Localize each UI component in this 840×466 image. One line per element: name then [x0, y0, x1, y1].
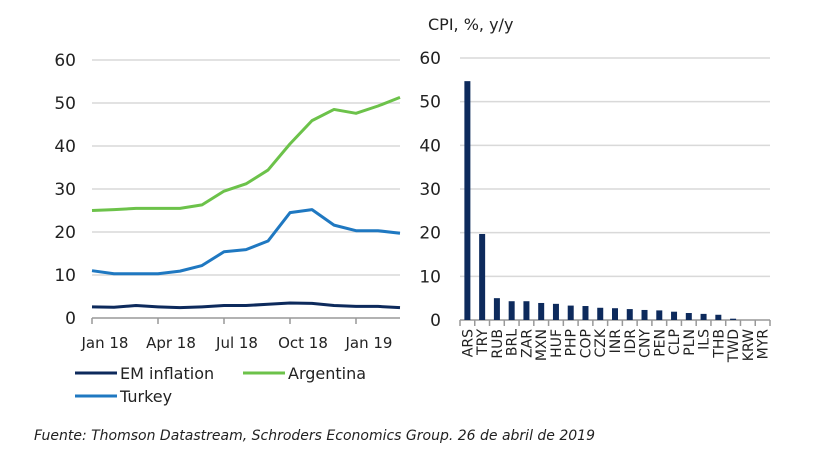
- legend-label: EM inflation: [120, 364, 214, 383]
- bar-inr: [612, 308, 618, 320]
- x-tick-label: IDR: [623, 329, 639, 354]
- bar-thb: [715, 314, 722, 320]
- source-note: Fuente: Thomson Datastream, Schroders Ec…: [34, 428, 595, 444]
- x-tick-label: PHP: [564, 329, 580, 356]
- x-tick-label: HUF: [549, 329, 565, 358]
- y-tick-label: 20: [54, 223, 76, 243]
- x-tick-label: BRL: [505, 329, 521, 356]
- x-tick-label: TRY: [475, 329, 491, 356]
- x-tick-label: CLP: [667, 329, 683, 355]
- series-line-argentina: [91, 96, 401, 212]
- x-tick-label: CZK: [593, 328, 609, 357]
- bar-twd: [730, 318, 737, 320]
- bar-cny: [641, 309, 648, 320]
- x-tick-label: CNY: [638, 329, 654, 358]
- x-tick-label: INR: [608, 329, 624, 354]
- y-tick-label: 0: [430, 311, 441, 331]
- x-tick-label: PEN: [652, 329, 668, 357]
- x-tick-label: THB: [711, 329, 727, 359]
- series-line-em-inflation: [91, 301, 401, 310]
- y-tick-label: 40: [54, 137, 76, 157]
- y-tick-label: 0: [65, 309, 76, 329]
- x-tick-label: TWD: [726, 329, 742, 363]
- y-tick-label: 10: [420, 267, 441, 287]
- x-tick-label: RUB: [490, 329, 506, 359]
- bar-pen: [656, 310, 663, 320]
- x-tick-label: Jul 18: [215, 334, 258, 352]
- legend-label: Argentina: [288, 364, 366, 383]
- series-line-turkey: [91, 208, 401, 276]
- y-tick-label: 60: [54, 51, 76, 71]
- x-tick-label: MXN: [534, 329, 550, 361]
- x-tick-label: Apr 18: [146, 334, 196, 352]
- bar-chart: CPI, %, y/y0102030405060ARSTRYRUBBRLZARM…: [420, 15, 772, 363]
- bar-php: [567, 305, 574, 320]
- x-tick-label: KRW: [741, 329, 757, 361]
- y-tick-label: 30: [54, 180, 76, 200]
- y-tick-label: 50: [54, 94, 76, 114]
- x-tick-label: COP: [578, 329, 594, 358]
- x-tick-label: MYR: [756, 329, 772, 360]
- y-tick-label: 10: [54, 266, 76, 286]
- bar-pln: [685, 313, 692, 320]
- bar-clp: [671, 311, 678, 320]
- x-tick-label: Jan 19: [345, 334, 393, 352]
- x-tick-label: Oct 18: [278, 334, 328, 352]
- bar-try: [479, 233, 486, 320]
- bar-idr: [626, 309, 633, 320]
- y-tick-label: 60: [420, 49, 441, 69]
- line-chart: 0 10 20 30 40 50 60 Jan 18 Apr 18 Jul 18 Oct 18 Jan…: [54, 51, 401, 406]
- bar-brl: [508, 301, 515, 320]
- bar-czk: [597, 307, 604, 320]
- x-tick-label: ILS: [697, 329, 713, 350]
- x-tick-label: ARS: [460, 329, 476, 357]
- y-tick-label: 40: [420, 136, 441, 156]
- bar-ars: [464, 81, 471, 320]
- y-tick-label: 20: [420, 224, 441, 244]
- x-tick-label: ZAR: [519, 329, 535, 358]
- chart-title: CPI, %, y/y: [428, 15, 513, 34]
- bar-rub: [493, 298, 500, 320]
- bar-zar: [523, 301, 530, 320]
- x-tick-label: PLN: [682, 329, 698, 356]
- bar-mxn: [538, 302, 545, 320]
- legend-label: Turkey: [119, 387, 172, 406]
- bar-ils: [700, 313, 707, 320]
- bar-huf: [552, 303, 559, 320]
- x-tick-label: Jan 18: [81, 334, 129, 352]
- y-tick-label: 30: [420, 180, 441, 200]
- bar-cop: [582, 306, 589, 320]
- y-tick-label: 50: [420, 93, 441, 113]
